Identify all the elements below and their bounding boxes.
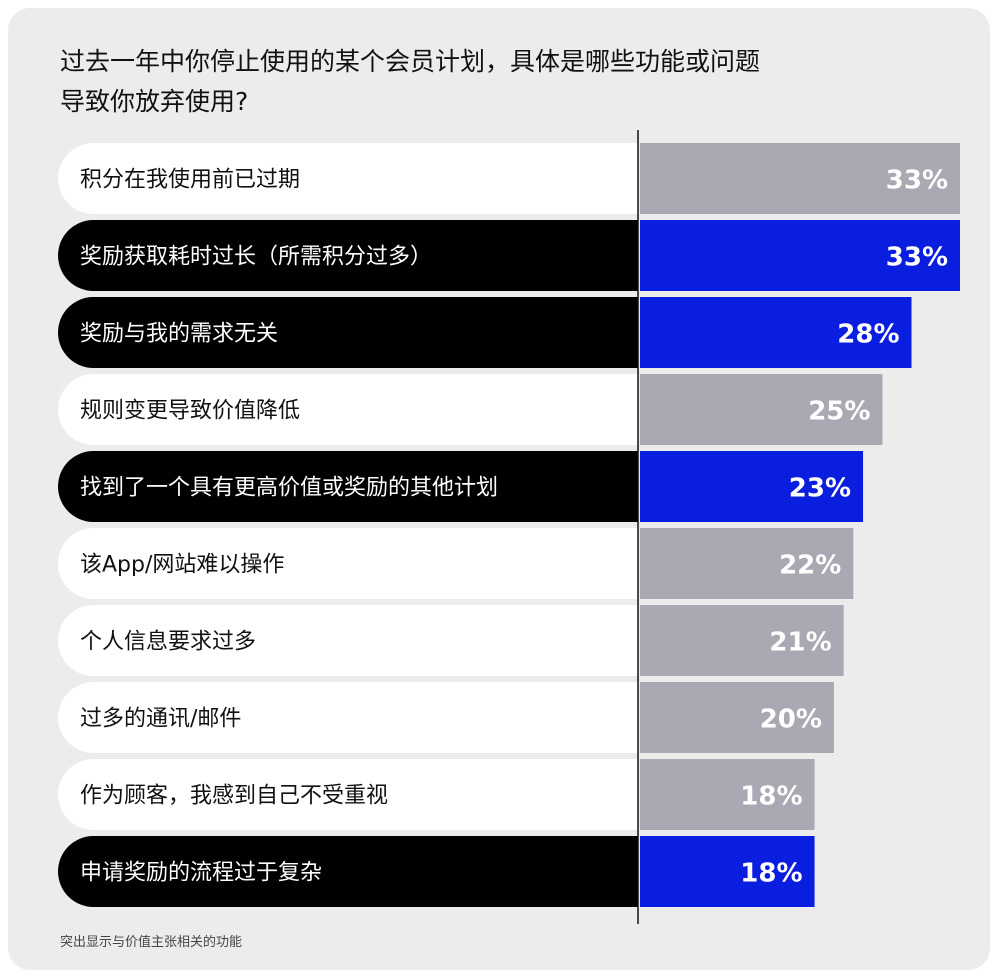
bar	[640, 220, 960, 291]
category-label-background	[57, 374, 638, 445]
bar	[640, 451, 864, 522]
chart-title-line-2: 导致你放弃使用?	[60, 87, 249, 116]
category-label-background	[57, 451, 638, 522]
category-label: 申请奖励的流程过于复杂	[80, 861, 322, 886]
bar	[640, 605, 844, 676]
category-label-background	[57, 682, 638, 753]
category-label: 奖励与我的需求无关	[80, 322, 278, 347]
category-label-background	[57, 836, 638, 907]
category-label: 找到了一个具有更高价值或奖励的其他计划	[80, 476, 498, 501]
category-label: 规则变更导致价值降低	[80, 399, 300, 424]
bar	[640, 528, 854, 599]
category-label: 作为顾客，我感到自己不受重视	[80, 784, 388, 809]
bar	[640, 297, 912, 368]
bar	[640, 682, 834, 753]
data-label: 23%	[789, 474, 851, 504]
bar-chart: 积分在我使用前已过期 33% 奖励获取耗时过长（所需积分过多） 33% 奖励与我的需求无…	[57, 130, 960, 924]
data-label: 28%	[837, 320, 899, 350]
category-label: 个人信息要求过多	[80, 630, 256, 655]
category-label-background	[57, 759, 638, 830]
chart-title: 过去一年中你停止使用的某个会员计划，具体是哪些功能或问题 导致你放弃使用?	[60, 42, 880, 122]
category-label-background	[58, 220, 638, 291]
data-label: 33%	[886, 243, 948, 273]
bar	[640, 836, 815, 907]
data-label: 25%	[808, 397, 870, 427]
data-label: 22%	[779, 551, 841, 581]
data-label: 21%	[769, 628, 831, 658]
chart-footnote: 突出显示与价值主张相关的功能	[60, 935, 243, 950]
category-label: 奖励获取耗时过长（所需积分过多）	[80, 245, 432, 270]
data-label: 33%	[886, 166, 948, 196]
data-label: 18%	[740, 859, 802, 889]
category-label-background	[57, 297, 638, 368]
category-label: 积分在我使用前已过期	[80, 168, 300, 193]
category-label: 过多的通讯/邮件	[80, 707, 241, 732]
category-label-background	[57, 528, 638, 599]
category-label: 该App/网站难以操作	[80, 553, 284, 578]
bar	[640, 143, 960, 214]
data-label: 20%	[760, 705, 822, 735]
category-label-background	[58, 143, 638, 214]
chart-title-line-1: 过去一年中你停止使用的某个会员计划，具体是哪些功能或问题	[60, 47, 761, 76]
bar	[640, 374, 883, 445]
category-label-background	[57, 605, 638, 676]
bar	[640, 759, 815, 830]
data-label: 18%	[740, 782, 802, 812]
